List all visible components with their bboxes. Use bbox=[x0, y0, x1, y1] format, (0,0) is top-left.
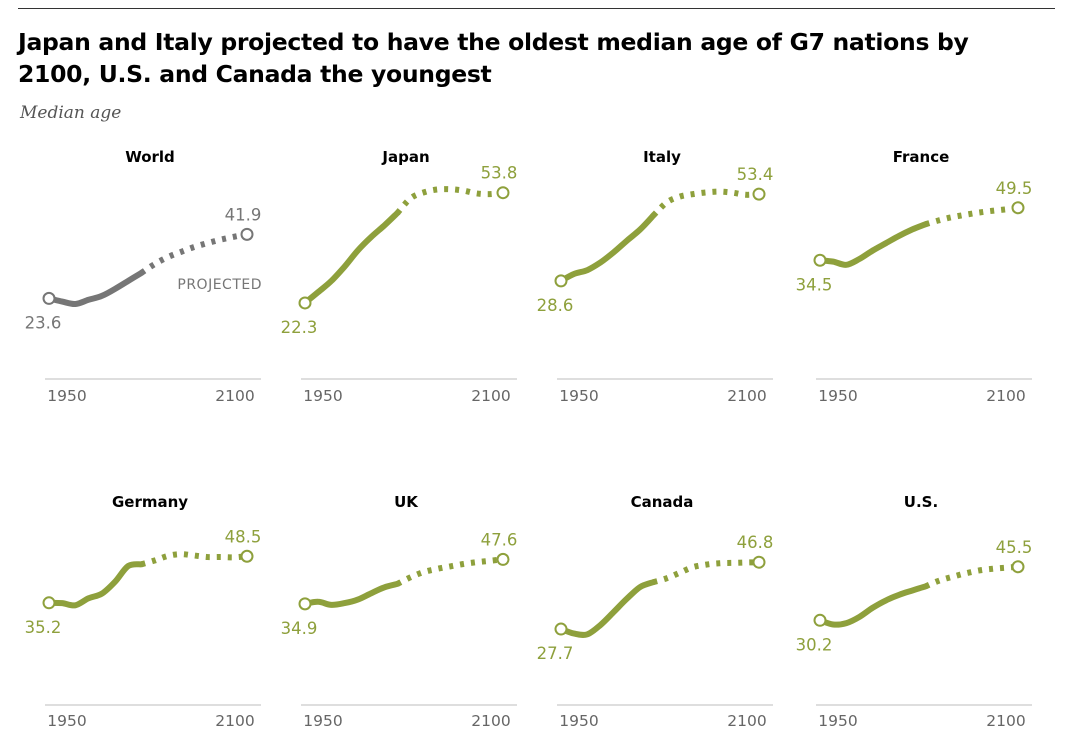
series-line-projected-canada bbox=[652, 559, 760, 585]
panel-title-world: World bbox=[125, 148, 175, 166]
start-point-italy bbox=[554, 274, 568, 288]
series-line-projected-u-s bbox=[924, 563, 1019, 590]
x-tick-label-japan-start: 1950 bbox=[303, 387, 342, 405]
series-line-observed-japan bbox=[302, 210, 401, 306]
start-value-label-canada: 27.7 bbox=[537, 644, 574, 663]
series-line-projected-italy bbox=[651, 188, 760, 218]
x-tick-label-canada-start: 1950 bbox=[559, 712, 598, 730]
chart-subtitle: Median age bbox=[20, 103, 122, 123]
projected-annotation: PROJECTED bbox=[177, 277, 262, 293]
x-tick-label-france-start: 1950 bbox=[818, 387, 857, 405]
panel-uk: UK 1950 2100 34.9 47.6 bbox=[281, 493, 518, 730]
x-tick-label-france-end: 2100 bbox=[986, 387, 1025, 405]
end-point-japan bbox=[496, 186, 510, 200]
start-value-label-germany: 35.2 bbox=[25, 618, 62, 637]
start-value-label-uk: 34.9 bbox=[281, 619, 318, 638]
x-tick-label-italy-start: 1950 bbox=[559, 387, 598, 405]
end-value-label-world: 41.9 bbox=[225, 205, 262, 224]
end-value-label-france: 49.5 bbox=[996, 179, 1033, 198]
end-point-italy bbox=[752, 187, 766, 201]
series-line-observed-u-s bbox=[817, 583, 929, 628]
x-tick-label-u-s-end: 2100 bbox=[986, 712, 1025, 730]
panel-canada: Canada 1950 2100 27.7 46.8 bbox=[537, 493, 774, 730]
start-point-u-s bbox=[813, 613, 827, 627]
series-line-observed-france bbox=[817, 221, 929, 268]
x-tick-label-uk-end: 2100 bbox=[471, 712, 510, 730]
series-line-observed-italy bbox=[558, 212, 657, 284]
end-point-uk bbox=[496, 552, 510, 566]
panel-japan: Japan 1950 2100 22.3 53.8 bbox=[281, 148, 518, 405]
series-line-observed-germany bbox=[46, 561, 145, 609]
panel-france: France 1950 2100 34.5 49.5 bbox=[796, 148, 1033, 405]
x-tick-label-world-start: 1950 bbox=[47, 387, 86, 405]
panel-title-u-s: U.S. bbox=[904, 493, 938, 511]
start-value-label-france: 34.5 bbox=[796, 275, 833, 294]
chart-title: Japan and Italy projected to have the ol… bbox=[18, 28, 969, 88]
panel-world: World 1950 2100 23.6 41.9 PROJECTED bbox=[25, 148, 262, 405]
end-value-label-uk: 47.6 bbox=[481, 530, 518, 549]
series-line-projected-uk bbox=[396, 556, 504, 587]
end-value-label-germany: 48.5 bbox=[225, 527, 262, 546]
start-value-label-u-s: 30.2 bbox=[796, 635, 833, 654]
panel-title-france: France bbox=[893, 148, 950, 166]
end-point-germany bbox=[240, 549, 254, 563]
x-tick-label-u-s-start: 1950 bbox=[818, 712, 857, 730]
end-value-label-canada: 46.8 bbox=[737, 533, 774, 552]
start-value-label-world: 23.6 bbox=[25, 313, 62, 332]
end-value-label-u-s: 45.5 bbox=[996, 538, 1033, 557]
end-point-france bbox=[1011, 201, 1025, 215]
panel-title-italy: Italy bbox=[643, 148, 681, 166]
start-point-france bbox=[813, 253, 827, 267]
series-line-projected-world bbox=[139, 231, 248, 276]
x-tick-label-uk-start: 1950 bbox=[303, 712, 342, 730]
series-line-observed-world bbox=[46, 269, 145, 308]
x-tick-label-japan-end: 2100 bbox=[471, 387, 510, 405]
x-tick-label-italy-end: 2100 bbox=[727, 387, 766, 405]
panel-u-s: U.S. 1950 2100 30.2 45.5 bbox=[796, 493, 1033, 730]
start-value-label-japan: 22.3 bbox=[281, 318, 318, 337]
end-value-label-japan: 53.8 bbox=[481, 164, 518, 183]
panel-italy: Italy 1950 2100 28.6 53.4 bbox=[537, 148, 774, 405]
start-point-germany bbox=[42, 596, 56, 610]
series-line-projected-germany bbox=[140, 551, 248, 568]
series-line-projected-france bbox=[924, 204, 1019, 228]
series-line-observed-canada bbox=[558, 579, 657, 638]
panel-title-canada: Canada bbox=[631, 493, 694, 511]
x-tick-label-canada-end: 2100 bbox=[727, 712, 766, 730]
panel-title-japan: Japan bbox=[381, 148, 429, 166]
end-value-label-italy: 53.4 bbox=[737, 165, 774, 184]
start-point-japan bbox=[298, 296, 312, 310]
panel-germany: Germany 1950 2100 35.2 48.5 bbox=[25, 493, 262, 730]
panel-title-germany: Germany bbox=[112, 493, 188, 511]
end-point-u-s bbox=[1011, 560, 1025, 574]
end-point-canada bbox=[752, 555, 766, 569]
end-point-world bbox=[240, 227, 254, 241]
start-value-label-italy: 28.6 bbox=[537, 296, 574, 315]
start-point-world bbox=[42, 291, 56, 305]
start-point-canada bbox=[554, 622, 568, 636]
start-point-uk bbox=[298, 597, 312, 611]
x-tick-label-world-end: 2100 bbox=[215, 387, 254, 405]
x-tick-label-germany-end: 2100 bbox=[215, 712, 254, 730]
top-rule bbox=[18, 8, 1055, 9]
panel-title-uk: UK bbox=[394, 493, 419, 511]
x-tick-label-germany-start: 1950 bbox=[47, 712, 86, 730]
series-line-projected-japan bbox=[395, 186, 504, 216]
series-line-observed-uk bbox=[302, 580, 401, 608]
